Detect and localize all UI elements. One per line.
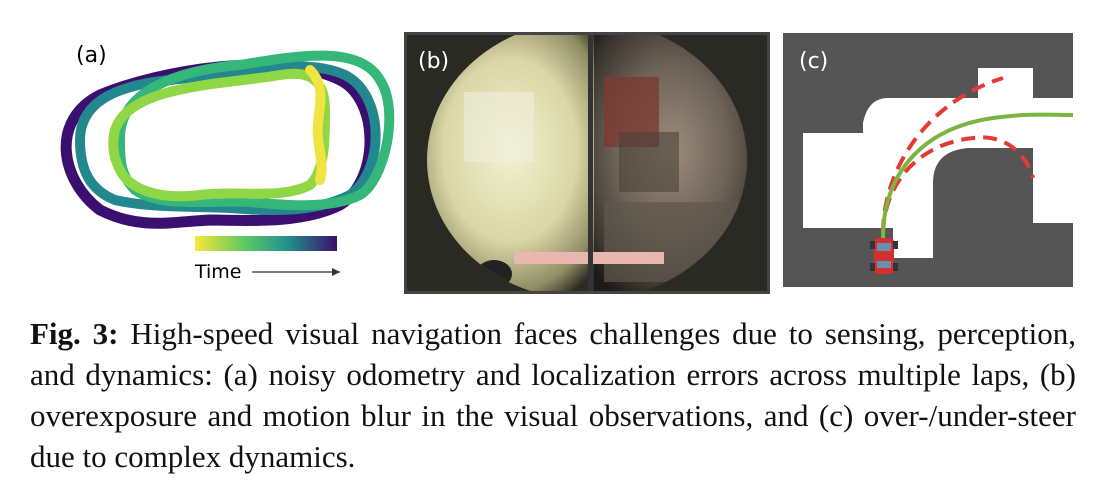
- caption-text: High-speed visual navigation faces chall…: [30, 316, 1076, 474]
- odometry-plot: (a) Time: [60, 43, 395, 283]
- camera-observations: (b): [404, 32, 770, 294]
- figure-caption: Fig. 3: High-speed visual navigation fac…: [30, 313, 1076, 477]
- image-divider: [588, 35, 593, 291]
- caption-prefix: Fig. 3:: [30, 316, 119, 351]
- steering-map: (c): [783, 33, 1074, 287]
- panel-a-label: (a): [76, 43, 107, 68]
- panel-b-label: (b): [418, 49, 449, 74]
- panel-b-camera: (b): [404, 32, 770, 294]
- lap-5-trajectory: [305, 65, 327, 185]
- time-colorbar: [195, 236, 337, 251]
- colorbar-label: Time: [194, 261, 242, 283]
- panel-c-label: (c): [799, 49, 828, 74]
- time-arrowhead: [332, 268, 340, 276]
- desired-path: [881, 112, 1074, 239]
- understeer-path: [881, 135, 1035, 234]
- car-icon: [870, 238, 898, 274]
- panel-c-dynamics: (c): [783, 33, 1074, 287]
- panel-a-odometry: (a) Time: [40, 30, 400, 290]
- lap-1-trajectory: [60, 59, 376, 229]
